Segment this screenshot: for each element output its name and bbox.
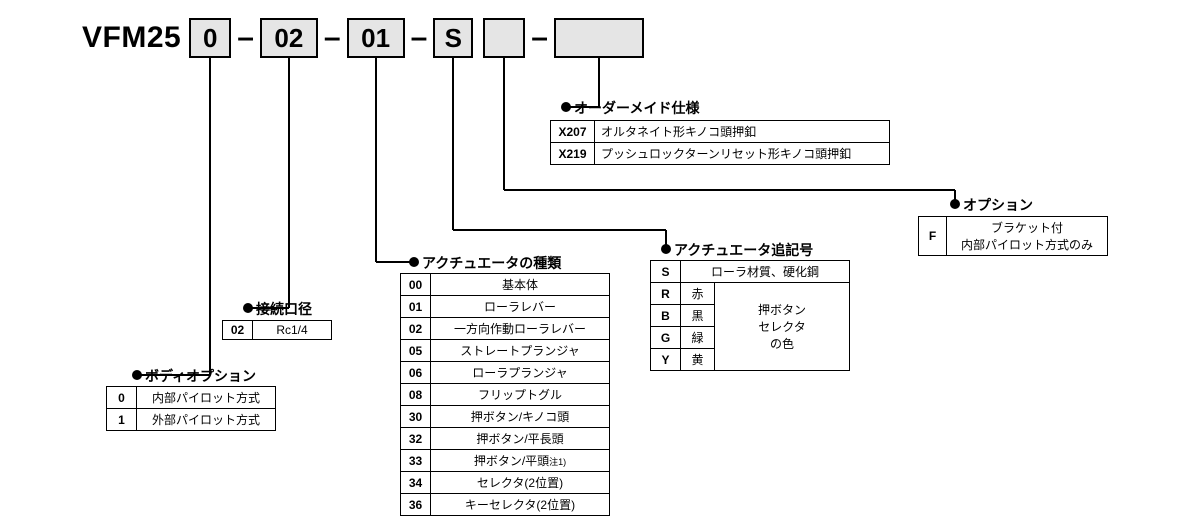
- bullet-dot: [409, 257, 419, 267]
- custom-title: オーダーメイド仕様: [574, 98, 699, 118]
- code-cell: G: [651, 327, 681, 349]
- option-table: Fブラケット付 内部パイロット方式のみ: [918, 216, 1108, 256]
- body-option-table: 0内部パイロット方式1外部パイロット方式: [106, 386, 276, 431]
- bullet-dot: [243, 303, 253, 313]
- code-cell: 30: [401, 406, 431, 428]
- actuator-suffix-title: アクチュエータ追記号: [674, 240, 813, 260]
- code-cell: 00: [401, 274, 431, 296]
- label-cell: 赤: [681, 283, 715, 305]
- label-cell: ローラ材質、硬化鋼: [681, 261, 850, 283]
- actuator-type-title: アクチュエータの種類: [422, 253, 561, 273]
- port-title: 接続口径: [256, 299, 312, 319]
- label-cell: 外部パイロット方式: [137, 409, 276, 431]
- code-cell: 34: [401, 472, 431, 494]
- code-cell: 36: [401, 494, 431, 516]
- custom-table: X207オルタネイト形キノコ頭押釦X219プッシュロックターンリセット形キノコ頭…: [550, 120, 890, 165]
- prefix-label: VFM25: [82, 21, 181, 55]
- code-cell: 32: [401, 428, 431, 450]
- seg-option: [483, 18, 525, 58]
- label-cell: セレクタ(2位置): [431, 472, 610, 494]
- label-cell: 押ボタン/キノコ頭: [431, 406, 610, 428]
- code-cell: 01: [401, 296, 431, 318]
- label-cell: 内部パイロット方式: [137, 387, 276, 409]
- label-cell: ローラレバー: [431, 296, 610, 318]
- label-cell: Rc1/4: [253, 321, 332, 340]
- code-cell: 02: [401, 318, 431, 340]
- option-title: オプション: [963, 195, 1033, 215]
- seg-custom: [554, 18, 644, 58]
- code-cell: X207: [551, 121, 595, 143]
- label-cell: 緑: [681, 327, 715, 349]
- group-label-cell: 押ボタン セレクタ の色: [715, 283, 850, 371]
- actuator-suffix-table: Sローラ材質、硬化鋼R赤押ボタン セレクタ の色 B黒G緑Y黄: [650, 260, 850, 371]
- code-cell: B: [651, 305, 681, 327]
- dash: –: [531, 21, 548, 55]
- code-cell: Y: [651, 349, 681, 371]
- label-cell: 押ボタン/平頭注1): [431, 450, 610, 472]
- seg-body: 0: [189, 18, 231, 58]
- bullet-dot: [950, 199, 960, 209]
- label-cell: 押ボタン/平長頭: [431, 428, 610, 450]
- label-cell: フリップトグル: [431, 384, 610, 406]
- code-cell: X219: [551, 143, 595, 165]
- dash: –: [411, 21, 428, 55]
- dash: –: [324, 21, 341, 55]
- code-cell: F: [919, 217, 947, 256]
- code-cell: R: [651, 283, 681, 305]
- label-cell: プッシュロックターンリセット形キノコ頭押釦: [595, 143, 890, 165]
- label-cell: ローラプランジャ: [431, 362, 610, 384]
- label-cell: オルタネイト形キノコ頭押釦: [595, 121, 890, 143]
- label-cell: ストレートプランジャ: [431, 340, 610, 362]
- code-cell: 02: [223, 321, 253, 340]
- dash: –: [237, 21, 254, 55]
- bullet-dot: [561, 102, 571, 112]
- bullet-dot: [661, 244, 671, 254]
- label-cell: 基本体: [431, 274, 610, 296]
- code-cell: 1: [107, 409, 137, 431]
- body-option-title: ボディオプション: [145, 366, 256, 386]
- port-table: 02Rc1/4: [222, 320, 332, 340]
- code-cell: 08: [401, 384, 431, 406]
- bullet-dot: [132, 370, 142, 380]
- actuator-type-table: 00基本体01ローラレバー02一方向作動ローラレバー05ストレートプランジャ06…: [400, 273, 610, 516]
- code-cell: S: [651, 261, 681, 283]
- code-cell: 0: [107, 387, 137, 409]
- label-cell: ブラケット付 内部パイロット方式のみ: [947, 217, 1108, 256]
- part-number-row: VFM25 0 – 02 – 01 – S –: [82, 18, 644, 58]
- code-cell: 06: [401, 362, 431, 384]
- seg-suffix: S: [433, 18, 473, 58]
- seg-actuator: 01: [347, 18, 405, 58]
- code-cell: 05: [401, 340, 431, 362]
- seg-port: 02: [260, 18, 318, 58]
- label-cell: 黒: [681, 305, 715, 327]
- label-cell: キーセレクタ(2位置): [431, 494, 610, 516]
- label-cell: 黄: [681, 349, 715, 371]
- label-cell: 一方向作動ローラレバー: [431, 318, 610, 340]
- code-cell: 33: [401, 450, 431, 472]
